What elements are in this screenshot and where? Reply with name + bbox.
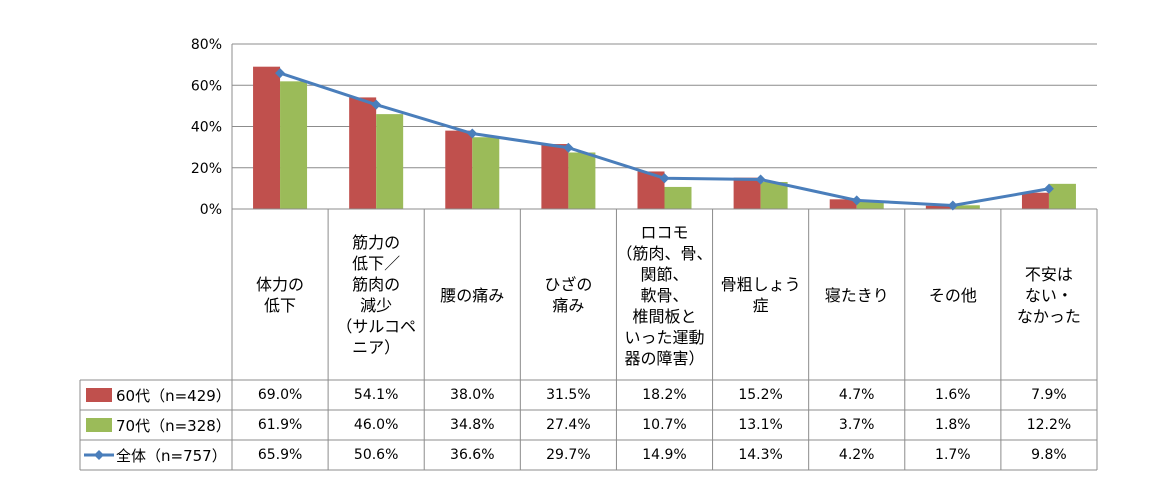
bar: [376, 114, 404, 209]
line-marker: [275, 68, 286, 79]
line-marker: [1043, 183, 1054, 194]
data-label: 38.0%: [450, 387, 495, 403]
data-label: 27.4%: [546, 417, 591, 433]
data-label: 12.2%: [1026, 417, 1072, 433]
line-marker: [563, 142, 574, 153]
category-label: 骨粗しょう 症: [720, 275, 801, 315]
bar: [952, 205, 980, 209]
data-label: 4.7%: [838, 387, 875, 403]
data-label: 13.1%: [738, 417, 783, 433]
data-label: 69.0%: [257, 387, 303, 403]
data-label: 54.1%: [353, 387, 399, 403]
bar: [1048, 183, 1076, 209]
data-label: 14.3%: [738, 447, 783, 463]
line-marker: [659, 173, 670, 184]
bar: [925, 205, 953, 209]
bar: [541, 144, 569, 209]
data-label: 46.0%: [353, 417, 399, 433]
data-label: 4.2%: [838, 447, 875, 463]
data-label: 15.2%: [738, 387, 783, 403]
category-label: その他: [928, 285, 977, 305]
legend-label: 70代（n=328）: [116, 416, 231, 435]
bar: [253, 66, 281, 209]
bar: [1021, 192, 1049, 209]
data-label: 1.6%: [935, 387, 971, 403]
category-label: 腰の痛み: [440, 285, 505, 305]
data-label: 50.6%: [353, 447, 399, 463]
bar: [280, 81, 308, 209]
line-marker: [371, 99, 382, 110]
y-tick-label: 40%: [191, 120, 222, 136]
data-label: 29.7%: [546, 447, 591, 463]
data-label: 65.9%: [257, 447, 303, 463]
legend-entry: 70代（n=328）: [80, 410, 232, 440]
y-tick-label: 80%: [191, 37, 222, 53]
data-label: 1.7%: [935, 447, 971, 463]
bar: [472, 137, 500, 209]
y-tick-label: 0%: [200, 202, 222, 218]
legend-line-icon: [84, 445, 114, 465]
category-label: 寝たきり: [824, 285, 889, 305]
data-label: 14.9%: [642, 447, 687, 463]
bar: [760, 181, 788, 209]
y-tick-label: 20%: [191, 161, 222, 177]
data-label: 31.5%: [546, 387, 591, 403]
data-label: 10.7%: [642, 417, 687, 433]
data-label: 61.9%: [257, 417, 303, 433]
line-marker: [947, 200, 958, 211]
legend-swatch: [86, 388, 112, 402]
data-label: 1.8%: [935, 417, 971, 433]
legend-entry: 全体（n=757）: [80, 440, 232, 470]
data-label: 7.9%: [1031, 387, 1067, 403]
bar: [856, 201, 884, 209]
y-tick-label: 60%: [191, 78, 222, 94]
line-marker: [467, 128, 478, 139]
data-label: 9.8%: [1031, 447, 1067, 463]
legend-entry: 60代（n=429）: [80, 380, 232, 410]
data-label: 36.6%: [450, 447, 495, 463]
legend-label: 60代（n=429）: [116, 386, 231, 405]
line-marker: [755, 174, 766, 185]
line-marker: [851, 195, 862, 206]
bar: [829, 199, 857, 209]
category-label: 不安は ない・ なかった: [1016, 264, 1081, 326]
category-label: 体力の 低下: [256, 275, 305, 315]
legend-label: 全体（n=757）: [116, 446, 227, 465]
bar: [733, 177, 761, 209]
data-label: 34.8%: [450, 417, 495, 433]
bar: [568, 152, 596, 209]
bar: [349, 97, 377, 209]
category-label: ロコモ （筋肉、骨、 関節、 軟骨、 椎間板と いった運動 器の障害）: [616, 222, 713, 368]
category-label: 筋力の 低下／ 筋肉の 減少 （サルコペ ニア）: [336, 233, 416, 357]
legend-swatch: [86, 418, 112, 432]
data-label: 18.2%: [642, 387, 687, 403]
category-label: ひざの 痛み: [544, 275, 593, 315]
bar: [445, 130, 473, 209]
bar: [664, 186, 692, 209]
data-label: 3.7%: [838, 417, 875, 433]
